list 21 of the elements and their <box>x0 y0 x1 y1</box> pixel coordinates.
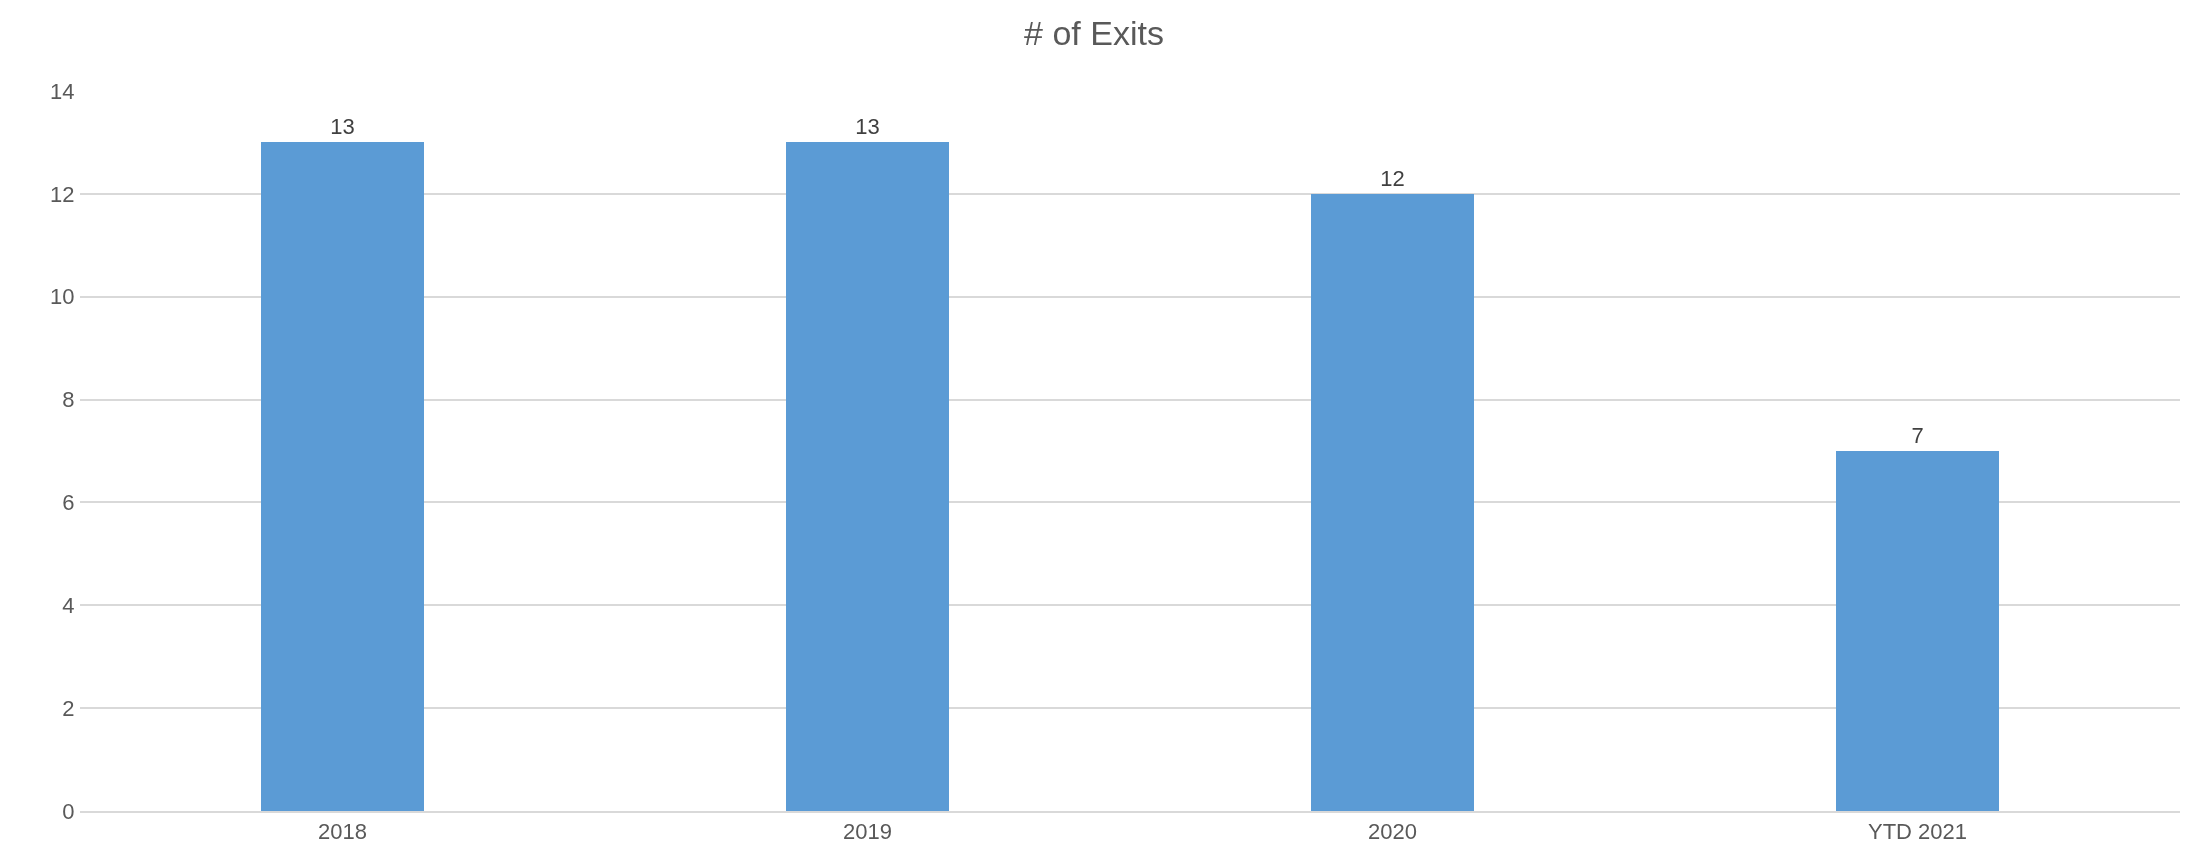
bar <box>786 142 949 811</box>
y-tick-label: 14 <box>50 78 75 104</box>
data-label: 13 <box>855 114 880 139</box>
y-tick-label: 2 <box>62 695 75 721</box>
bar <box>1311 194 1474 811</box>
bar <box>1836 451 1999 811</box>
x-tick-label: 2018 <box>318 819 367 845</box>
y-tick-label: 8 <box>62 387 75 413</box>
y-tick-label: 6 <box>62 490 75 516</box>
x-tick-label: 2020 <box>1368 819 1417 845</box>
x-tick-label: 2019 <box>843 819 892 845</box>
y-tick-label: 10 <box>50 284 75 310</box>
data-label: 7 <box>1911 423 1924 448</box>
chart-title: # of Exits <box>1024 14 1164 53</box>
y-tick-label: 12 <box>50 181 75 207</box>
data-label: 12 <box>1380 166 1405 191</box>
x-tick-label: YTD 2021 <box>1867 819 1968 845</box>
data-label: 13 <box>330 114 355 139</box>
bar <box>261 142 424 811</box>
y-tick-label: 4 <box>62 592 75 618</box>
y-tick-label: 0 <box>62 798 75 824</box>
